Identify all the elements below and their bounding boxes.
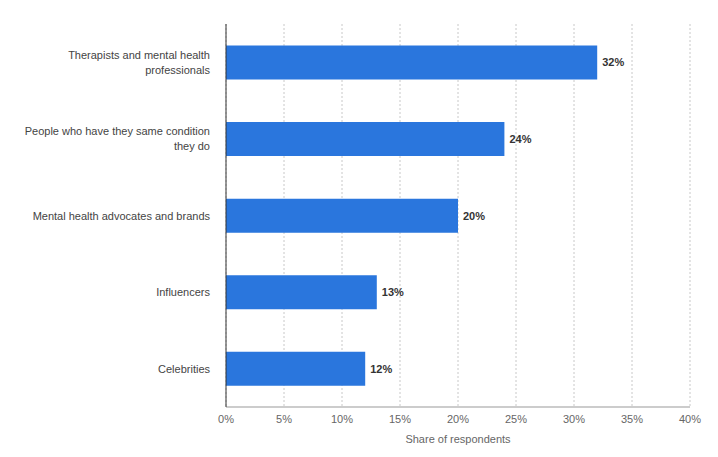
svg-text:20%: 20%	[463, 210, 485, 222]
svg-text:40%: 40%	[679, 413, 701, 425]
svg-text:30%: 30%	[563, 413, 585, 425]
svg-text:Therapists and mental healthpr: Therapists and mental healthprofessional…	[68, 49, 210, 76]
svg-text:24%: 24%	[509, 133, 531, 145]
svg-text:13%: 13%	[382, 286, 404, 298]
svg-text:35%: 35%	[621, 413, 643, 425]
svg-text:10%: 10%	[331, 413, 353, 425]
svg-text:15%: 15%	[389, 413, 411, 425]
svg-text:32%: 32%	[602, 56, 624, 68]
svg-text:25%: 25%	[505, 413, 527, 425]
svg-text:Share of respondents: Share of respondents	[405, 433, 511, 445]
svg-text:0%: 0%	[218, 413, 234, 425]
svg-text:20%: 20%	[447, 413, 469, 425]
svg-text:People who have they same cond: People who have they same conditionthey …	[25, 125, 210, 152]
svg-text:Celebrities: Celebrities	[158, 363, 210, 375]
svg-text:Influencers: Influencers	[156, 286, 210, 298]
svg-text:Mental health advocates and br: Mental health advocates and brands	[33, 210, 211, 222]
svg-text:5%: 5%	[276, 413, 292, 425]
svg-text:12%: 12%	[370, 363, 392, 375]
